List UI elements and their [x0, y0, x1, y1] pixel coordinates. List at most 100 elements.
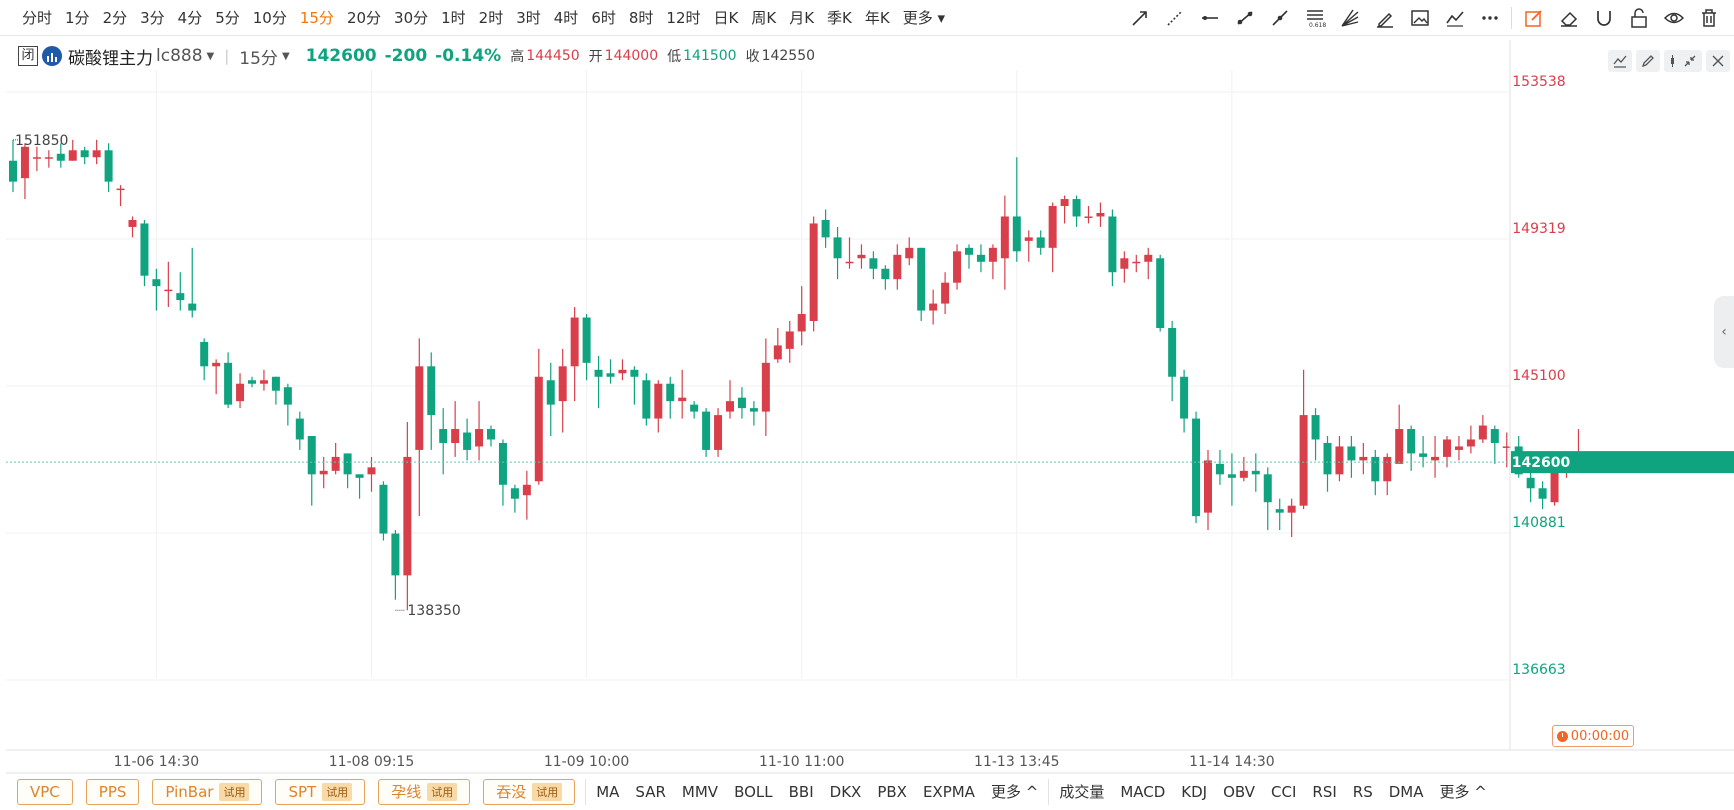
eraser-icon[interactable]	[1551, 0, 1586, 36]
main-indicator-6[interactable]: PBX	[877, 782, 907, 801]
sub-indicator-4[interactable]: CCI	[1271, 782, 1297, 801]
segment-icon[interactable]	[1262, 0, 1297, 36]
interval-15[interactable]: 8时	[628, 9, 654, 27]
premium-indicator-0[interactable]: VPC	[17, 778, 73, 805]
price-change-percent: -0.14%	[435, 46, 502, 66]
period-dropdown-icon[interactable]: ▼	[281, 50, 290, 62]
candle-body	[1263, 474, 1272, 503]
candle-body	[1407, 429, 1416, 454]
interval-21[interactable]: 年K	[864, 9, 890, 27]
sub-indicator-6[interactable]: RS	[1352, 782, 1373, 801]
sub-indicator-5[interactable]: RSI	[1312, 782, 1337, 801]
interval-19[interactable]: 月K	[789, 9, 815, 27]
main-indicator-1[interactable]: SAR	[635, 782, 666, 801]
interval-12[interactable]: 3时	[516, 9, 541, 27]
premium-indicator-5[interactable]: 吞没 试用	[483, 778, 576, 805]
interval-18[interactable]: 周K	[751, 9, 777, 27]
close-icon[interactable]	[1706, 50, 1730, 72]
sub-indicator-more[interactable]: 更多 ^	[1439, 783, 1487, 801]
interval-3[interactable]: 3分	[140, 9, 165, 27]
interval-0[interactable]: 分时	[22, 9, 53, 27]
interval-9[interactable]: 30分	[394, 9, 429, 27]
sub-indicator-0[interactable]: 成交量	[1059, 783, 1105, 801]
candle-body	[248, 380, 256, 384]
premium-indicator-4[interactable]: 孕线 试用	[378, 778, 471, 805]
candle-body	[259, 380, 268, 384]
candle-body	[200, 341, 209, 367]
trash-icon[interactable]	[1691, 0, 1726, 36]
interval-1[interactable]: 1分	[65, 9, 90, 27]
edit-icon[interactable]	[1636, 50, 1660, 72]
period-selector[interactable]: 15分	[239, 48, 278, 69]
interval-20[interactable]: 季K	[827, 9, 852, 27]
candle-body	[510, 488, 519, 499]
interval-17[interactable]: 日K	[713, 9, 739, 27]
eye-icon[interactable]	[1656, 0, 1691, 36]
interval-7[interactable]: 15分	[299, 9, 334, 27]
main-indicator-4[interactable]: BBI	[788, 782, 814, 801]
sub-indicator-3[interactable]: OBV	[1223, 782, 1256, 801]
interval-11[interactable]: 2时	[478, 9, 504, 27]
interval-22[interactable]: 更多 ▾	[902, 9, 946, 27]
fibonacci-icon[interactable]: 0.618	[1297, 0, 1332, 36]
svg-text:0.618: 0.618	[1309, 22, 1326, 29]
trend-line-icon[interactable]	[1227, 0, 1262, 36]
interval-10[interactable]: 1时	[441, 9, 466, 27]
pen-icon[interactable]	[1367, 0, 1402, 36]
main-indicator-2[interactable]: MMV	[681, 782, 719, 801]
y-tick-label: 140881	[1512, 515, 1565, 531]
candle-body	[678, 397, 687, 402]
arrow-line-icon[interactable]	[1122, 0, 1157, 36]
symbol-name[interactable]: 碳酸锂主力	[68, 48, 153, 69]
side-panel-toggle-icon[interactable]: ‹	[1714, 296, 1734, 368]
interval-2[interactable]: 2分	[102, 9, 128, 27]
interval-4[interactable]: 4分	[177, 9, 203, 27]
interval-list: 分时 1分 2分 3分 4分 5分 10分 15分 20分 30分 1时 2时 3时 4时 6时 8时 12时日…	[0, 7, 958, 28]
unlock-icon[interactable]	[1621, 0, 1656, 36]
horizontal-line-icon[interactable]	[1192, 0, 1227, 36]
main-indicator-7[interactable]: EXPMA	[922, 782, 975, 801]
annotations: 142600 151850 138350	[6, 133, 1734, 619]
dashed-ray-icon[interactable]	[1157, 0, 1192, 36]
interval-toolbar: 分时 1分 2分 3分 4分 5分 10分 15分 20分 30分 1时 2时 3时 4时 6时 8时 12时日…	[0, 0, 1734, 36]
interval-16[interactable]: 12时	[666, 9, 701, 27]
symbol-dropdown-icon[interactable]: ▼	[206, 50, 215, 62]
sub-indicator-1[interactable]: MACD	[1120, 782, 1166, 801]
image-icon[interactable]	[1402, 0, 1437, 36]
candle-body	[654, 383, 663, 419]
candle-body	[833, 237, 842, 259]
main-indicator-more[interactable]: 更多 ^	[990, 783, 1039, 801]
magnet-icon[interactable]	[1586, 0, 1621, 36]
main-indicator-5[interactable]: DKX	[829, 782, 862, 801]
interval-6[interactable]: 10分	[252, 9, 287, 27]
interval-14[interactable]: 6时	[591, 9, 616, 27]
candle-body	[1132, 261, 1141, 264]
main-indicator-3[interactable]: BOLL	[734, 782, 773, 801]
candle-body	[1287, 505, 1296, 513]
more-tools-icon[interactable]	[1472, 0, 1507, 36]
candle-body	[20, 146, 29, 179]
fan-icon[interactable]	[1332, 0, 1367, 36]
sub-indicator-7[interactable]: DMA	[1388, 782, 1424, 801]
main-indicator-0[interactable]: MA	[596, 782, 620, 801]
draw-mode-icon[interactable]	[1516, 0, 1551, 36]
sub-indicator-2[interactable]: KDJ	[1181, 782, 1208, 801]
interval-5[interactable]: 5分	[215, 9, 240, 27]
candle-body	[881, 268, 890, 280]
premium-indicator-2[interactable]: PinBar 试用	[152, 778, 263, 805]
symbol-code[interactable]: lc888	[156, 46, 203, 66]
premium-indicator-1[interactable]: PPS	[85, 778, 140, 805]
interval-13[interactable]: 4时	[553, 9, 579, 27]
line-chart-icon[interactable]	[1608, 50, 1632, 72]
wave-icon[interactable]	[1437, 0, 1472, 36]
close-value: 142550	[761, 48, 816, 64]
candle-body	[797, 314, 806, 332]
candle-body	[451, 429, 460, 443]
collapse-icon[interactable]	[1678, 50, 1702, 72]
premium-indicator-label: PPS	[98, 782, 127, 801]
candle-body	[319, 470, 328, 475]
interval-8[interactable]: 20分	[346, 9, 382, 27]
candle-body	[1299, 415, 1308, 506]
premium-indicator-3[interactable]: SPT 试用	[275, 778, 366, 805]
